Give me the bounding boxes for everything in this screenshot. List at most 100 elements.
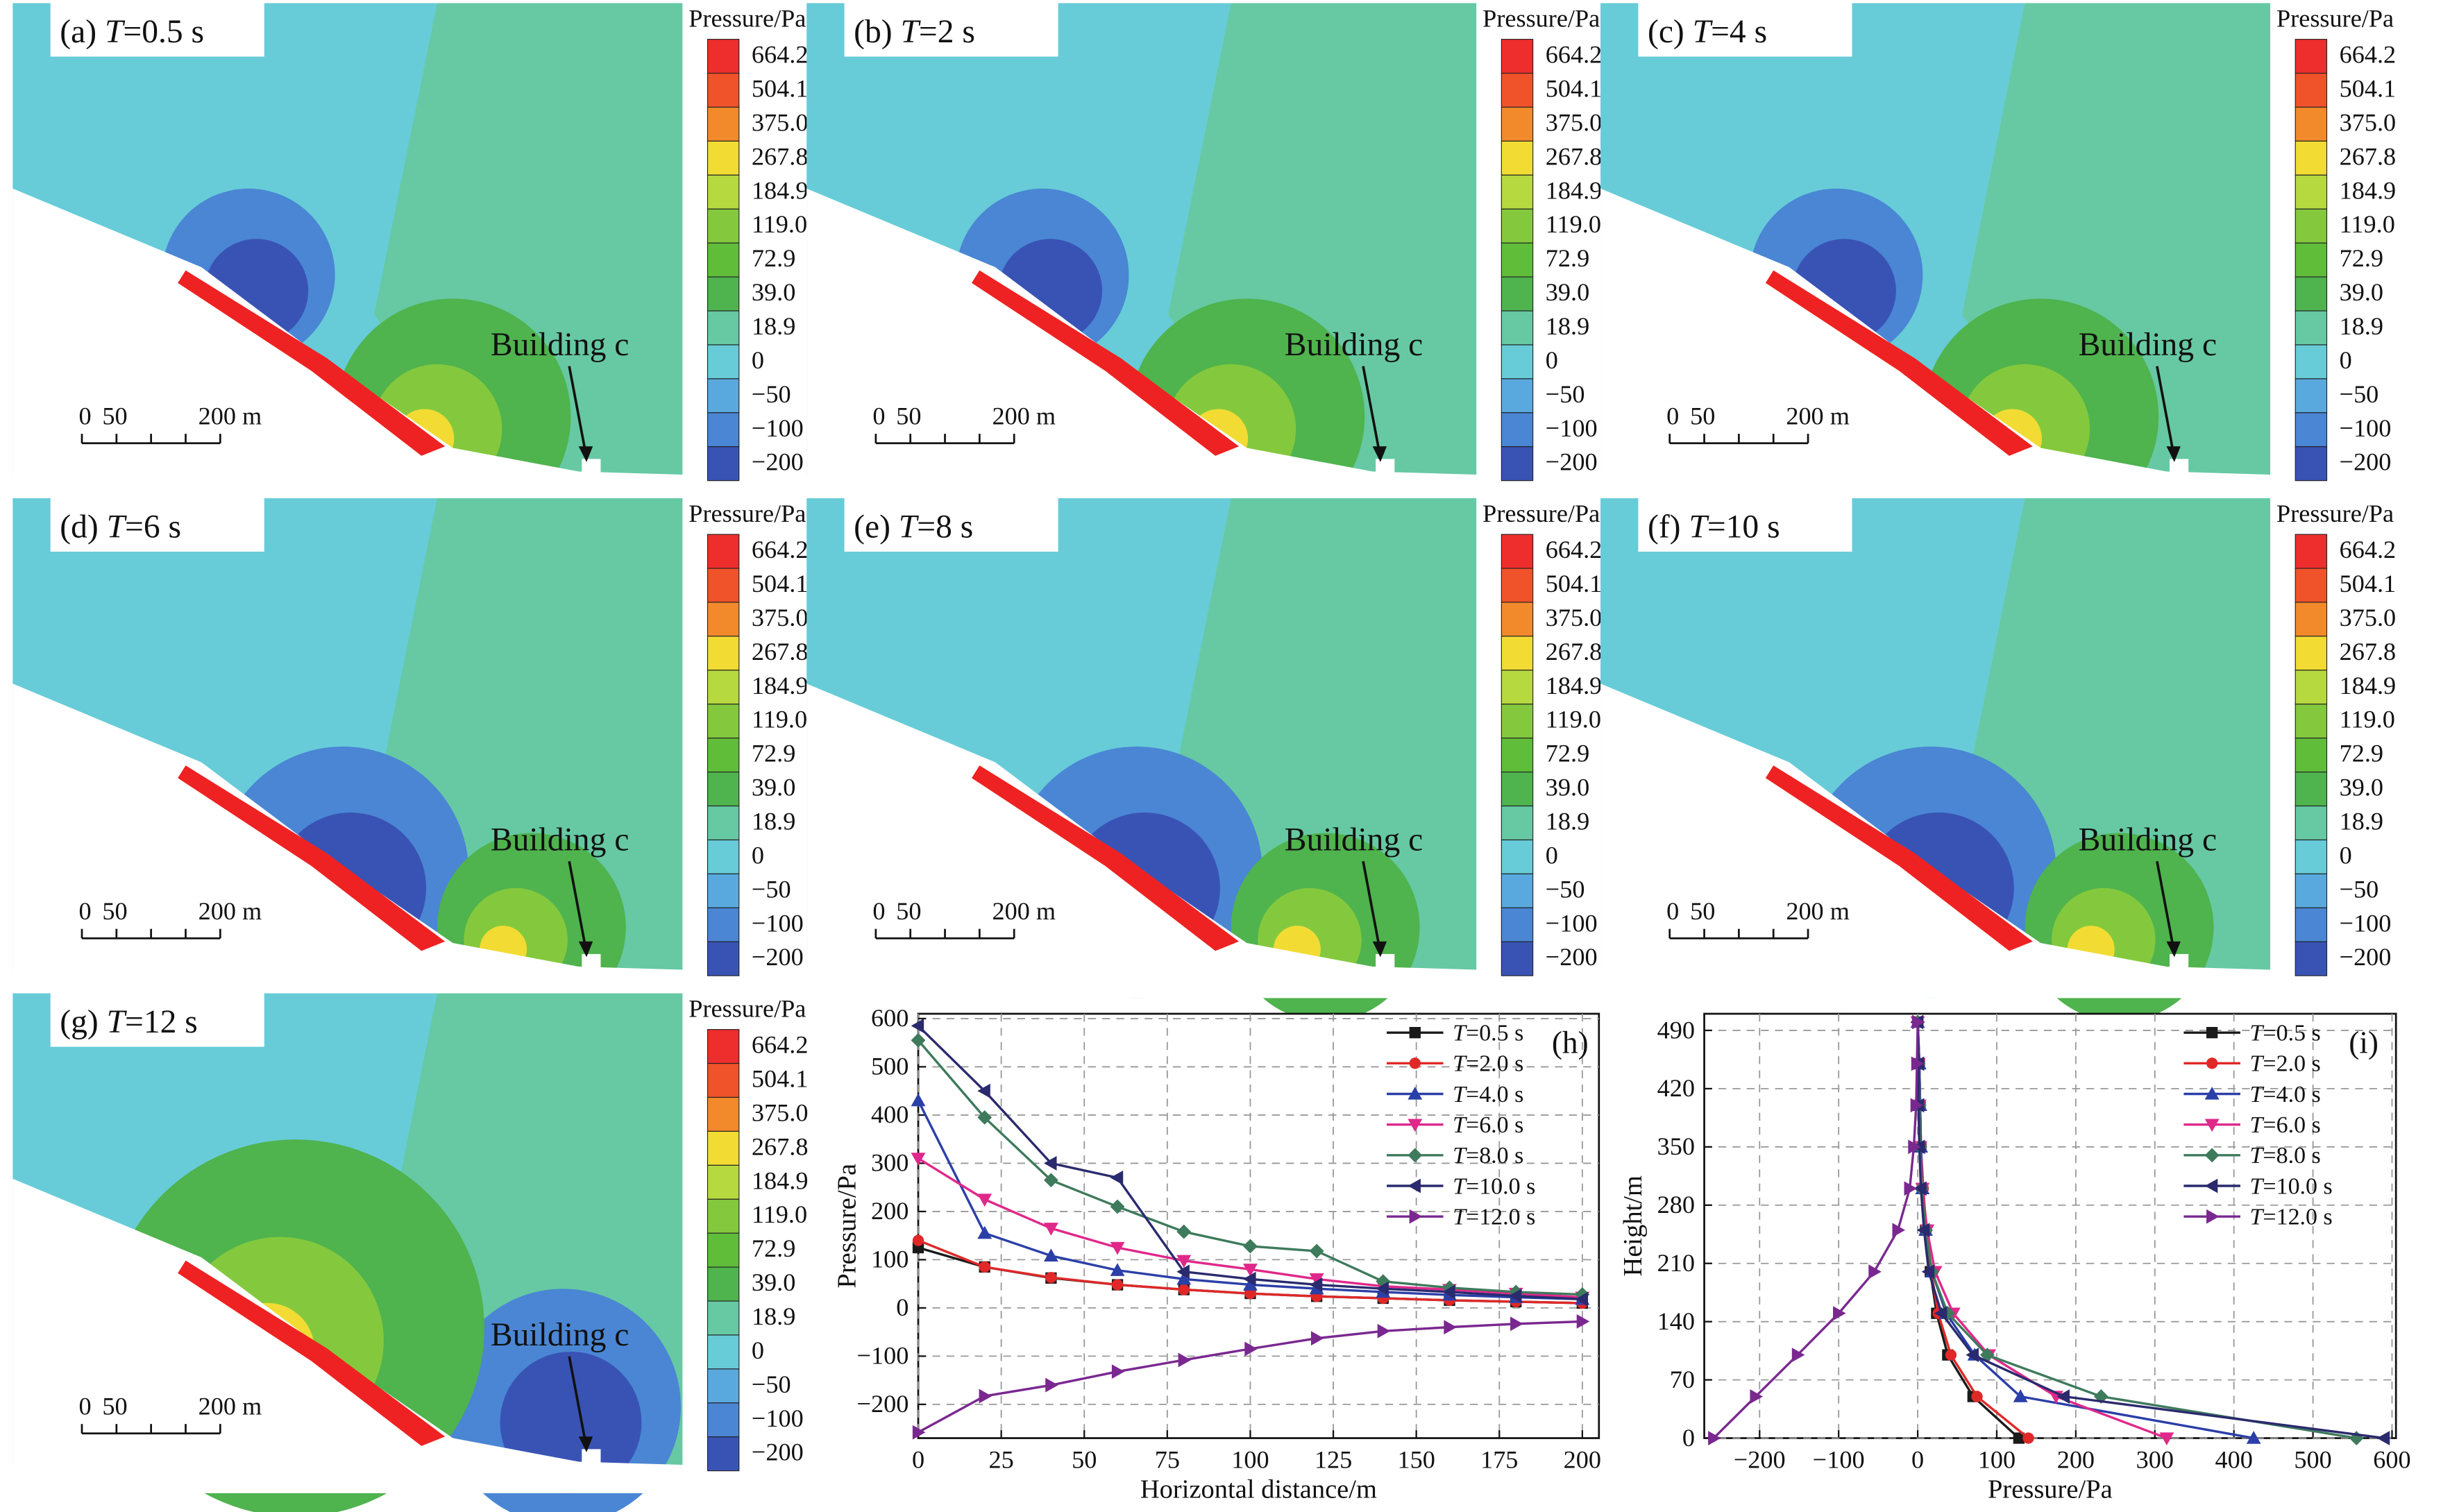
landslide-body [1765,270,2033,456]
marker-triangle-up [1243,1277,1258,1291]
marker-triangle-right [1750,1389,1764,1404]
colorbar-swatch [1501,873,1534,908]
colorbar-label: 184.9 [752,1166,809,1194]
marker-diamond [1979,1348,1995,1363]
colorbar-swatch [707,907,740,942]
scalebar-label-200: 200 m [198,402,262,430]
colorbar-swatch [2295,738,2328,773]
building-label: Building c [491,327,629,363]
colorbar-label: 375.0 [2340,604,2397,631]
colorbar-swatch [2295,276,2328,312]
colorbar-label: 267.8 [1546,142,1603,170]
landslide-body [972,765,1240,951]
colorbar-swatch [2295,446,2328,482]
marker-triangle-down [977,1194,992,1207]
colorbar-swatch [2295,602,2328,637]
panel-label: (i) [2349,1026,2378,1060]
legend-label: T=0.5 s [2250,1020,2321,1046]
panel-f: Building c (f) T=10 s 0 50 200 m Pressure/Pa 6… [1600,498,2397,1022]
building-arrow [2156,366,2174,450]
colorbar-label: −100 [752,414,804,442]
building-arrow-head [1372,941,1387,958]
marker-circle [1111,1279,1124,1291]
legend-label: T=2.0 s [2250,1051,2321,1077]
marker-triangle-up [2246,1431,2261,1444]
marker-triangle-left [1916,1223,1930,1238]
colorbar-label: 184.9 [2340,672,2397,699]
terrain [806,683,1477,999]
building-c-marker [1376,953,1395,970]
panel-title-box [1638,3,1852,57]
colorbar-label: −50 [752,1370,791,1398]
colorbar-swatch [2295,534,2328,569]
colorbar-label: −200 [1546,943,1598,971]
x-tick-label: 75 [1155,1446,1180,1474]
colorbar-label: 0 [2340,841,2352,869]
y-tick-label: −200 [857,1390,909,1418]
colorbar-label: 119.0 [752,1200,807,1228]
marker-triangle-left [1575,1291,1589,1307]
colorbar-label: 72.9 [2340,740,2383,767]
plot-frame [917,1012,1600,1439]
panel-e: Building c (e) T=8 s 0 50 200 m Pressure/Pa 66… [806,498,1602,1022]
terrain [1600,683,2270,999]
panel-title: (g) T=12 s [60,1004,198,1040]
colorbar-swatch [707,1062,740,1098]
legend-label: T=12.0 s [1453,1204,1535,1230]
marker-triangle-down [911,1153,926,1166]
marker-triangle-right [1910,1098,1924,1113]
marker-triangle-right [1111,1364,1125,1379]
colorbar-label: 504.1 [752,570,809,597]
y-tick-label: 300 [871,1149,909,1177]
legend-label: T=2.0 s [1453,1051,1523,1077]
chart-i-height-vs-pressure: −200 −100 0 100 200 300 400 500 600 0 70 140 210 280 3… [1619,1012,2411,1504]
colorbar-label: 72.9 [752,244,795,272]
marker-triangle-left [1110,1170,1124,1185]
colorbar-label: 504.1 [752,75,809,103]
colorbar-swatch [1501,39,1534,74]
colorbar-swatch [707,772,740,807]
marker-triangle-up [1408,1087,1423,1100]
colorbar-label: 39.0 [752,1268,795,1296]
colorbar-swatch [707,602,740,637]
colorbar-label: 119.0 [1546,706,1601,733]
colorbar-swatch [707,208,740,244]
colorbar-swatch [2295,39,2328,74]
x-tick-label: 300 [2136,1446,2174,1474]
marker-triangle-down [1408,1119,1423,1132]
colorbar-swatch [707,378,740,414]
colorbar-swatch [2295,839,2328,874]
panel-title: (a) T=0.5 s [60,14,204,50]
colorbar-swatch [707,1232,740,1268]
colorbar-label: 18.9 [2340,808,2383,835]
building-arrow [568,366,586,450]
colorbar-label: −100 [752,909,804,937]
panel-title: (f) T=10 s [1648,509,1780,545]
colorbar-label: −200 [752,943,804,971]
building-label: Building c [1285,822,1423,858]
marker-triangle-up [2013,1389,2028,1402]
marker-triangle-right [1908,1139,1921,1155]
marker-triangle-right [1576,1314,1590,1329]
building-arrow-head [578,941,593,958]
building-arrow-head [2166,941,2181,958]
colorbar-label: −200 [2340,448,2392,476]
colorbar-label: 0 [2340,346,2352,374]
panel-title: (e) T=8 s [854,509,973,545]
colorbar-label: −50 [1546,875,1585,903]
colorbar-swatch [707,174,740,210]
marker-circle [1244,1287,1256,1300]
colorbar-swatch [2295,106,2328,142]
panel-label: (h) [1552,1026,1589,1060]
marker-triangle-right [1510,1316,1523,1332]
x-tick-label: −200 [1734,1446,1786,1474]
colorbar-swatch [1501,72,1534,108]
colorbar-label: −200 [752,1438,804,1466]
colorbar-swatch [1501,174,1534,210]
x-tick-label: 100 [1231,1446,1269,1474]
y-tick-label: 490 [1657,1016,1695,1044]
colorbar-label: −100 [1546,909,1598,937]
panel-title: (b) T=2 s [854,14,975,50]
marker-diamond [911,1033,926,1048]
